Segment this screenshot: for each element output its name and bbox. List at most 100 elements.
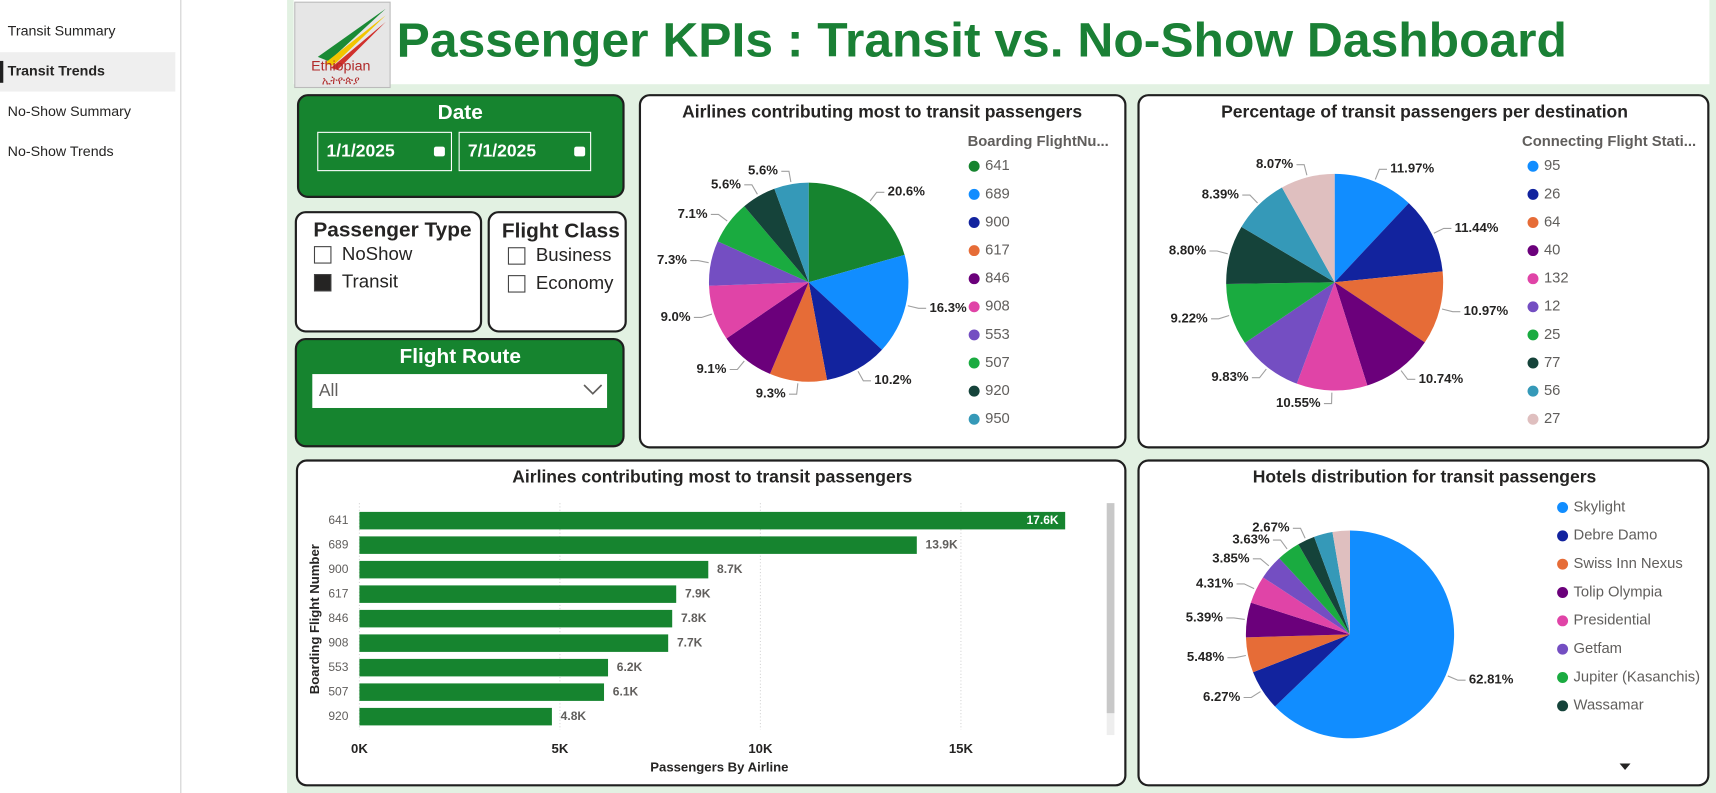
- checkbox-label[interactable]: Business: [536, 244, 612, 265]
- legend-marker[interactable]: [1527, 329, 1539, 341]
- pie-slice[interactable]: [774, 182, 809, 283]
- legend-marker[interactable]: [1557, 530, 1569, 542]
- legend-label[interactable]: Skylight: [1574, 499, 1626, 515]
- pie-slice[interactable]: [1245, 602, 1351, 638]
- bar[interactable]: [359, 536, 917, 554]
- legend-label[interactable]: 64: [1544, 214, 1560, 230]
- legend-marker[interactable]: [1527, 245, 1539, 257]
- date-end-input[interactable]: [458, 131, 592, 172]
- date-start-input[interactable]: [317, 131, 453, 172]
- bar[interactable]: [359, 585, 677, 603]
- pie-slice[interactable]: [1281, 173, 1335, 283]
- pie-slice[interactable]: [1263, 558, 1351, 635]
- pie-slice[interactable]: [1298, 536, 1351, 635]
- legend-marker[interactable]: [968, 273, 980, 285]
- legend-marker[interactable]: [968, 245, 980, 257]
- legend-label[interactable]: 689: [985, 186, 1010, 202]
- pie-slice[interactable]: [744, 188, 809, 283]
- legend-label[interactable]: 25: [1544, 327, 1560, 343]
- legend-marker[interactable]: [1527, 385, 1539, 397]
- legend-label[interactable]: 56: [1544, 383, 1560, 399]
- pie-slice[interactable]: [1241, 187, 1335, 283]
- legend-marker[interactable]: [968, 188, 980, 200]
- dropdown-chevron[interactable]: [583, 384, 603, 395]
- bar[interactable]: [359, 560, 709, 579]
- pie-slice[interactable]: [1244, 282, 1335, 384]
- legend-label[interactable]: 40: [1544, 243, 1560, 259]
- legend-label[interactable]: 617: [985, 243, 1010, 259]
- date-end[interactable]: 7/1/2025: [468, 141, 536, 161]
- legend-label[interactable]: 950: [985, 411, 1010, 427]
- pie-slice[interactable]: [1250, 577, 1351, 635]
- pie-slice[interactable]: [1296, 282, 1368, 391]
- legend-marker[interactable]: [968, 160, 980, 172]
- checkbox-label[interactable]: Transit: [342, 271, 399, 292]
- legend-label[interactable]: 920: [985, 383, 1010, 399]
- pie-slice[interactable]: [709, 282, 809, 339]
- pie-slice[interactable]: [1226, 282, 1335, 343]
- legend-label[interactable]: 641: [985, 158, 1010, 174]
- legend-label[interactable]: 132: [1544, 271, 1569, 287]
- nav-item[interactable]: Transit Summary: [8, 23, 117, 39]
- legend-marker[interactable]: [1527, 217, 1539, 228]
- calendar-icon[interactable]: [433, 146, 445, 157]
- checkbox[interactable]: [507, 247, 526, 265]
- legend-label[interactable]: Presidential: [1574, 613, 1651, 629]
- legend-marker[interactable]: [1557, 615, 1569, 627]
- bar[interactable]: [359, 707, 552, 726]
- legend-marker[interactable]: [1527, 301, 1539, 313]
- route-value[interactable]: All: [319, 380, 338, 400]
- legend-scroll-arrow[interactable]: [1619, 763, 1631, 771]
- legend-marker[interactable]: [1557, 672, 1569, 683]
- route-dropdown[interactable]: [312, 374, 608, 408]
- legend-label[interactable]: 553: [985, 327, 1010, 343]
- pie-slice[interactable]: [1334, 282, 1425, 386]
- pie-slice[interactable]: [1253, 634, 1351, 707]
- pie-slice[interactable]: [726, 282, 809, 374]
- legend-label[interactable]: 95: [1544, 158, 1560, 174]
- legend-label[interactable]: 26: [1544, 186, 1560, 202]
- pie-slice[interactable]: [808, 182, 905, 283]
- checkbox-label[interactable]: NoShow: [342, 243, 413, 264]
- legend-label[interactable]: 27: [1544, 411, 1560, 427]
- bar[interactable]: [359, 609, 673, 628]
- bar[interactable]: [359, 658, 609, 677]
- checkbox[interactable]: [313, 246, 332, 264]
- legend-marker[interactable]: [1527, 160, 1539, 172]
- legend-marker[interactable]: [1557, 587, 1569, 598]
- legend-marker[interactable]: [1557, 700, 1569, 712]
- legend-marker[interactable]: [968, 301, 980, 313]
- pie-slice[interactable]: [1334, 203, 1443, 283]
- legend-marker[interactable]: [968, 413, 980, 425]
- legend-label[interactable]: Swiss Inn Nexus: [1574, 556, 1683, 572]
- legend-label[interactable]: Wassamar: [1574, 698, 1644, 714]
- pie-slice[interactable]: [769, 282, 828, 382]
- legend-label[interactable]: 77: [1544, 355, 1560, 371]
- bar[interactable]: [359, 683, 605, 701]
- legend-label[interactable]: Getfam: [1574, 641, 1622, 657]
- legend-marker[interactable]: [968, 357, 980, 369]
- legend-label[interactable]: 12: [1544, 299, 1560, 315]
- legend-label[interactable]: Debre Damo: [1574, 528, 1658, 544]
- pie-slice[interactable]: [1334, 271, 1444, 343]
- legend-marker[interactable]: [968, 329, 980, 341]
- pie-slice[interactable]: [1334, 173, 1409, 283]
- scrollbar-thumb[interactable]: [1106, 503, 1115, 714]
- legend-label[interactable]: 908: [985, 299, 1010, 315]
- legend-label[interactable]: 900: [985, 214, 1010, 230]
- legend-marker[interactable]: [1557, 643, 1569, 655]
- pie-slice[interactable]: [717, 206, 809, 283]
- nav-item[interactable]: No-Show Trends: [8, 144, 114, 160]
- legend-marker[interactable]: [1527, 413, 1539, 425]
- legend-marker[interactable]: [1557, 558, 1569, 570]
- pie-slice[interactable]: [1275, 530, 1455, 739]
- legend-label[interactable]: 507: [985, 355, 1010, 371]
- pie-slice[interactable]: [1245, 634, 1351, 673]
- legend-marker[interactable]: [968, 217, 980, 228]
- legend-marker[interactable]: [1527, 188, 1539, 200]
- pie-slice[interactable]: [1332, 530, 1351, 635]
- legend-marker[interactable]: [1527, 357, 1539, 369]
- calendar-icon[interactable]: [574, 146, 586, 157]
- checkbox[interactable]: [507, 275, 526, 293]
- bar[interactable]: [359, 511, 1066, 530]
